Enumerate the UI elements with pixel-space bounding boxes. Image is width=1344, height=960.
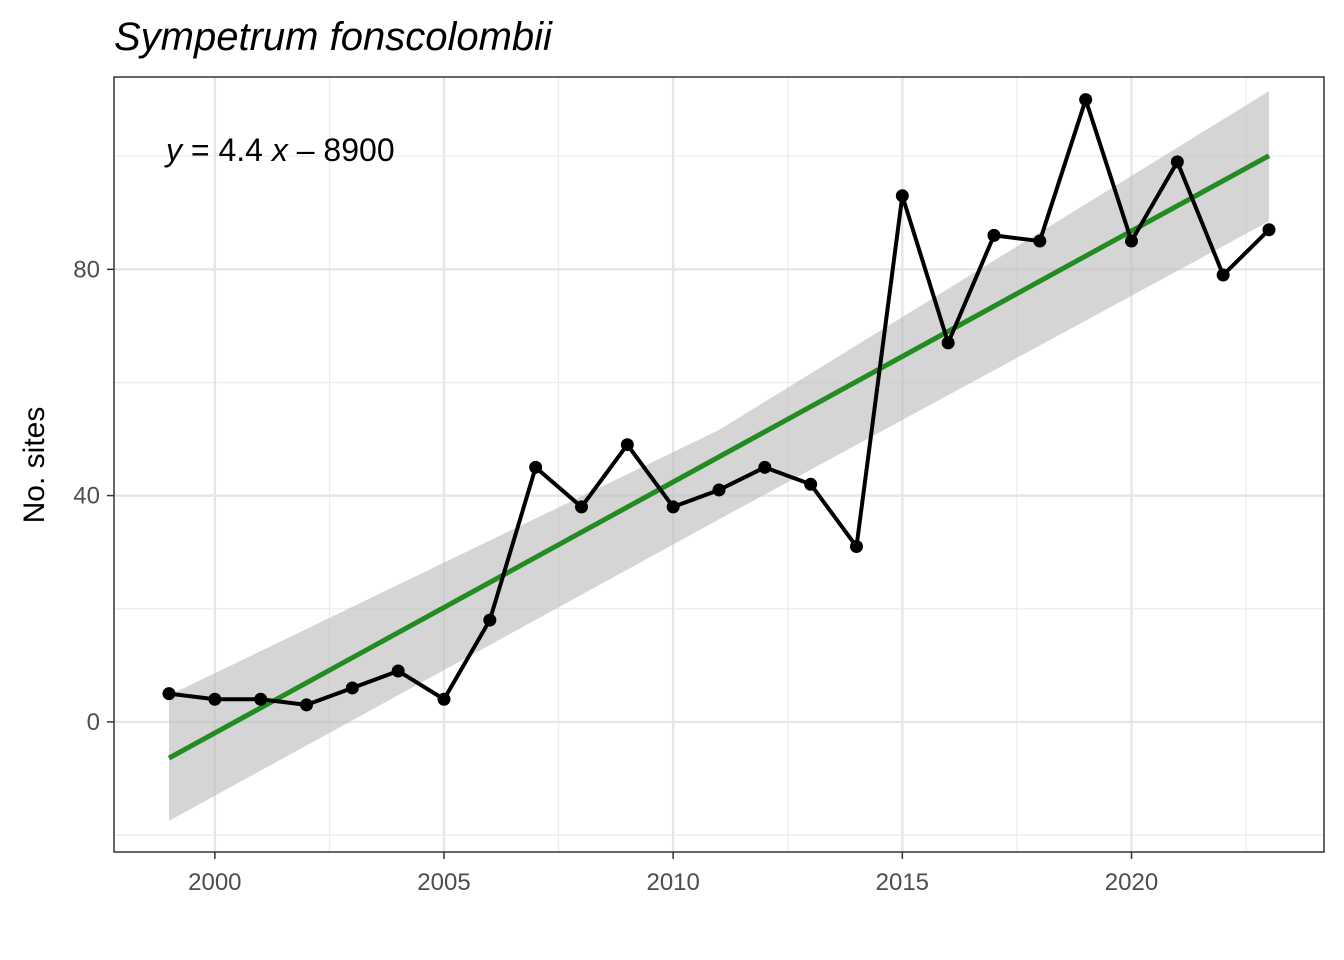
x-axis: 2000 2005 2010 2015 2020 [188,852,1158,896]
x-tick-label: 2005 [417,869,470,896]
data-point [1216,268,1230,282]
data-point [391,664,405,678]
data-point [1125,234,1138,248]
y-tick-label: 0 [87,709,100,736]
data-point [483,613,497,627]
data-point [941,336,955,350]
data-point [1170,155,1184,169]
chart-title: Sympetrum fonscolombii [114,15,553,59]
data-point [895,189,909,203]
data-point [758,460,772,474]
data-point [850,540,863,554]
data-point [575,500,588,514]
data-point [162,687,176,701]
y-axis-title: No. sites [18,407,51,524]
plot-border [113,76,1325,853]
data-point [208,692,222,706]
data-point [345,681,359,695]
data-point [1033,234,1047,248]
y-axis: 0 40 80 [73,256,114,736]
data-point [1262,223,1276,237]
data-point [666,500,680,514]
data-point [712,483,726,497]
x-tick-label: 2000 [188,869,241,896]
x-tick-label: 2010 [646,869,699,896]
data-point [254,692,268,706]
regression-equation: y = 4.4 x – 8900 [164,132,395,168]
x-tick-label: 2020 [1105,869,1158,896]
x-tick-label: 2015 [876,869,929,896]
data-point [437,692,451,706]
data-point [804,477,818,491]
data-point [620,438,634,452]
y-tick-label: 80 [73,256,100,283]
trend-line [167,153,1271,761]
y-tick-label: 40 [73,483,100,510]
data-point [529,460,543,474]
data-point [1079,93,1093,107]
data-point [300,698,313,712]
data-point [987,228,1001,242]
data-points [162,93,1276,712]
